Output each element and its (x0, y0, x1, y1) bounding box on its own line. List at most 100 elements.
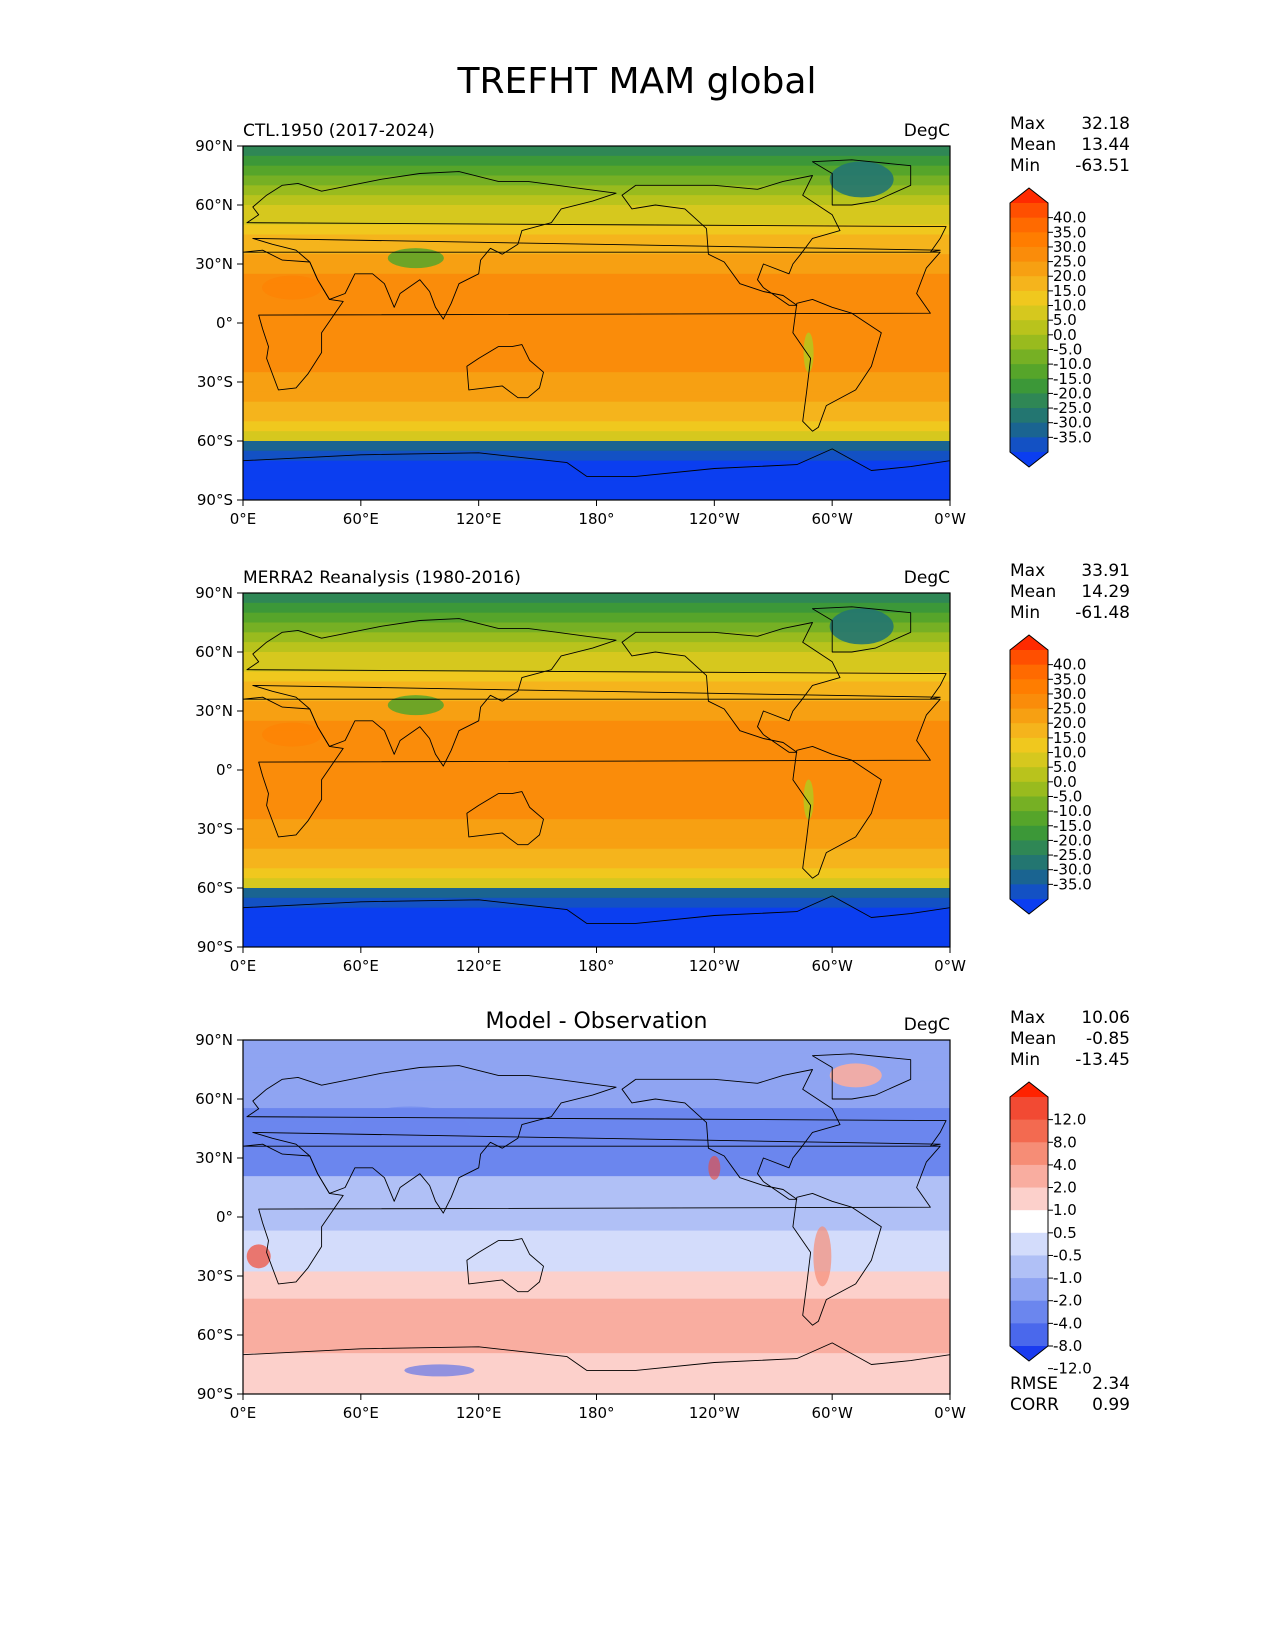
colorbar-label: 25.0 (1053, 700, 1086, 718)
colorbar: 12.0 8.0 4.0 2.0 1.0 0.5 -0.5 -1.0 -2.0 -4.0 -8.0 -… (1009, 1081, 1092, 1378)
colorbar-label: -30.0 (1053, 861, 1092, 879)
colorbar-segment (1010, 884, 1048, 900)
colorbar-label: 10.0 (1053, 297, 1086, 315)
field-band (243, 205, 950, 216)
colorbar-segment (1010, 364, 1048, 380)
colorbar-label: -15.0 (1053, 817, 1092, 835)
field-band (243, 661, 950, 673)
colorbar-segment (1010, 1187, 1048, 1211)
colorbar-label: 0.0 (1053, 773, 1077, 791)
colorbar-label: -20.0 (1053, 831, 1092, 849)
field-band (243, 858, 950, 869)
y-tick-label: 0° (216, 1208, 233, 1226)
colorbar-segment (1010, 1210, 1048, 1234)
colorbar-label: 5.0 (1053, 758, 1077, 776)
colorbar-label: -8.0 (1053, 1337, 1082, 1355)
colorbar-extend-bottom (1010, 899, 1048, 914)
colorbar-segment (1010, 246, 1048, 263)
x-tick-label: 180° (578, 1404, 614, 1422)
field-band (243, 401, 950, 413)
colorbar-segment (1010, 1097, 1048, 1121)
colorbar-segment (1010, 1278, 1048, 1302)
x-tick-label: 120°W (689, 1404, 740, 1422)
colorbar-label: 12.0 (1053, 1111, 1086, 1129)
x-tick-label: 60°W (811, 957, 853, 975)
field-band (243, 809, 950, 820)
colorbar-label: 0.5 (1053, 1224, 1077, 1242)
colorbar-label: 5.0 (1053, 311, 1077, 329)
stat-label: Mean (1010, 135, 1056, 155)
field-band (243, 431, 950, 442)
x-tick-label: 180° (578, 510, 614, 528)
colorbar-segment (1010, 1142, 1048, 1166)
field-band (243, 1271, 950, 1286)
colorbar-label: -5.0 (1053, 787, 1082, 805)
y-tick-label: 30°N (195, 1149, 233, 1167)
coastline-2 (621, 622, 841, 753)
andes-patch (803, 779, 814, 820)
field-band (243, 1067, 950, 1082)
field-band (243, 1312, 950, 1327)
greenland-cold-patch (829, 608, 894, 645)
x-tick-label: 0°W (934, 957, 966, 975)
colorbar-label: 15.0 (1053, 729, 1086, 747)
colorbar-segment (1010, 796, 1048, 812)
colorbar-label: 40.0 (1053, 656, 1086, 674)
y-tick-label: 60°N (195, 196, 233, 214)
colorbar-extend-top (1010, 635, 1048, 650)
colorbar-segment (1010, 840, 1048, 856)
y-tick-label: 0° (216, 761, 233, 779)
y-tick-label: 30°S (197, 373, 233, 391)
field-band (243, 848, 950, 860)
field-band (243, 1053, 950, 1068)
field-band (243, 441, 950, 452)
field-band (243, 264, 950, 275)
colorbar-segment (1010, 217, 1048, 233)
colorbar-segment (1010, 1119, 1048, 1143)
field-band (243, 593, 950, 604)
colorbar-label: 15.0 (1053, 282, 1086, 300)
colorbar-label: -0.5 (1053, 1246, 1082, 1264)
x-tick-label: 60°W (811, 1404, 853, 1422)
colorbar-segment (1010, 1232, 1048, 1256)
field-band (243, 1366, 950, 1381)
field-band (243, 224, 950, 236)
colorbar-segment (1010, 349, 1048, 365)
figure-title: TREFHT MAM global (457, 61, 817, 102)
tibet-cold-patch (387, 248, 444, 269)
colorbar-label: -25.0 (1053, 399, 1092, 417)
y-tick-label: 60°N (195, 643, 233, 661)
colorbar-segment (1010, 869, 1048, 885)
map-field (243, 593, 950, 947)
panel-3: 0°E 60°E 120°E 180° 120°W 60°W 0°W 90°N 60°N 30°N… (195, 1008, 1130, 1422)
field-band (243, 244, 950, 255)
field-band (243, 382, 950, 393)
x-tick-label: 120°E (456, 1404, 502, 1422)
stat-value: -61.48 (1075, 603, 1130, 623)
field-band (243, 1217, 950, 1232)
colorbar-label: -1.0 (1053, 1269, 1082, 1287)
andes-warm-patch (813, 1226, 832, 1287)
stat-label: Max (1010, 561, 1045, 581)
y-tick-label: 90°S (197, 938, 233, 956)
field-band (243, 1325, 950, 1341)
colorbar-extend-top (1010, 188, 1048, 203)
colorbar-label: -5.0 (1053, 340, 1082, 358)
field-band (243, 927, 950, 938)
colorbar-label: 25.0 (1053, 253, 1086, 271)
colorbar-label: 1.0 (1053, 1201, 1077, 1219)
coastline-1 (243, 696, 941, 838)
colorbar-segment (1010, 393, 1048, 409)
stat-value: 10.06 (1081, 1008, 1130, 1028)
colorbar-segment (1010, 723, 1048, 739)
field-band (243, 701, 950, 712)
stat-value: 32.18 (1081, 114, 1130, 134)
field-band (243, 490, 950, 500)
coastline-6 (243, 895, 950, 947)
coastline-0 (246, 171, 947, 320)
colorbar-segment (1010, 1255, 1048, 1279)
stat-label: Min (1010, 603, 1040, 623)
field-band (243, 868, 950, 879)
field-band (243, 750, 950, 761)
